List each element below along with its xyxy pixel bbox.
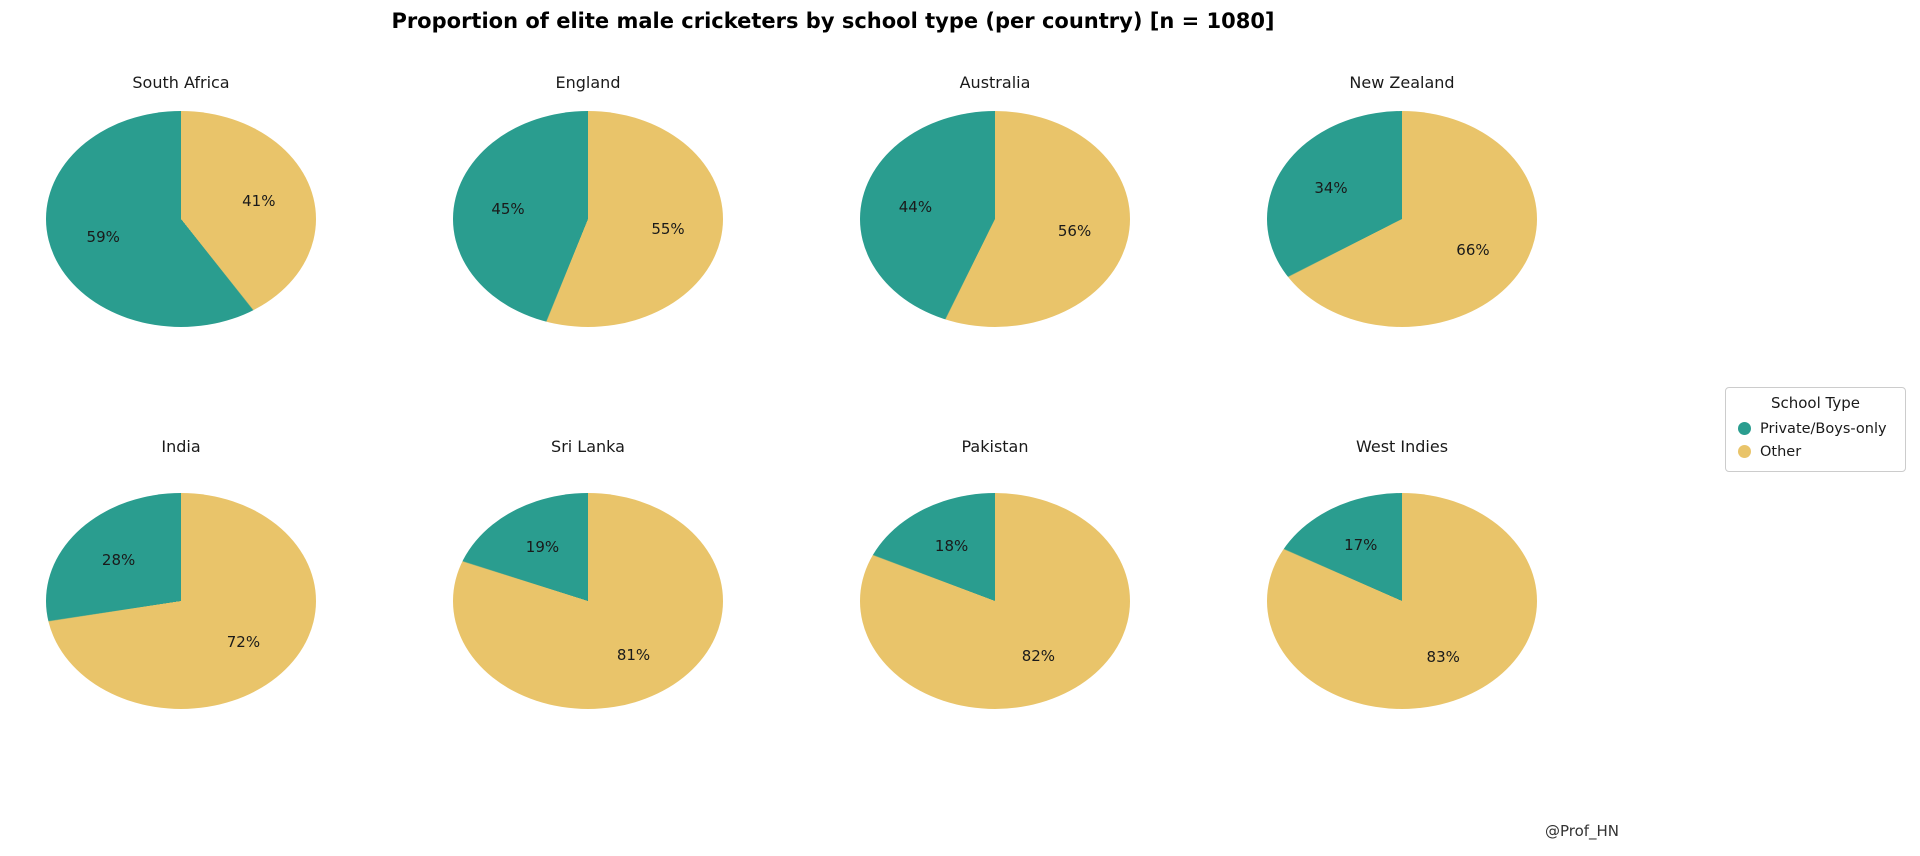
pie-england [453, 111, 723, 327]
pie-label-private-sri-lanka: 19% [525, 538, 560, 557]
pie-india [46, 493, 316, 709]
pie-title-new-zealand: New Zealand [1349, 73, 1455, 92]
pie-title-pakistan: Pakistan [961, 437, 1029, 456]
pie-title-south-africa: South Africa [132, 73, 230, 92]
pie-west-indies [1267, 493, 1537, 709]
pie-title-australia: Australia [959, 73, 1031, 92]
pie-label-private-new-zealand: 34% [1314, 178, 1348, 197]
legend-swatch-other-icon [1738, 445, 1751, 458]
pie-label-other-new-zealand: 66% [1456, 241, 1490, 260]
pie-label-private-south-africa: 59% [86, 228, 120, 247]
pie-pakistan [860, 493, 1130, 709]
pie-label-private-england: 45% [491, 199, 525, 218]
legend-item-label-other: Other [1760, 443, 1802, 460]
legend-item-other: Other [1734, 440, 1897, 463]
pie-label-other-england: 55% [651, 220, 685, 239]
legend: School Type Private/Boys-only Other [1725, 387, 1906, 472]
pie-label-private-india: 28% [101, 550, 136, 569]
legend-title: School Type [1770, 394, 1861, 412]
attribution-handle: @Prof_HN [1544, 822, 1620, 840]
legend-swatch-private-icon [1738, 422, 1751, 435]
pie-label-private-west-indies: 17% [1344, 536, 1378, 555]
pie-label-other-west-indies: 83% [1426, 647, 1460, 666]
pie-title-england: England [555, 73, 621, 92]
pie-australia [860, 111, 1130, 327]
pie-label-private-pakistan: 18% [934, 537, 969, 556]
pie-title-west-indies: West Indies [1355, 437, 1449, 456]
pie-title-sri-lanka: Sri Lanka [551, 437, 625, 456]
chart-title: Proportion of elite male cricketers by s… [391, 9, 1275, 33]
pie-new-zealand [1267, 111, 1537, 327]
pie-label-private-australia: 44% [898, 197, 933, 216]
legend-item-private: Private/Boys-only [1734, 417, 1897, 440]
pie-sri-lanka [453, 493, 723, 709]
legend-item-label-private: Private/Boys-only [1760, 420, 1887, 437]
pie-label-other-pakistan: 82% [1021, 646, 1056, 665]
pie-south-africa [46, 111, 316, 327]
pie-label-other-sri-lanka: 81% [616, 645, 651, 664]
pie-label-other-india: 72% [226, 633, 261, 652]
pie-label-other-south-africa: 41% [242, 191, 276, 210]
pie-label-other-australia: 56% [1057, 222, 1092, 241]
pie-title-india: India [161, 437, 201, 456]
